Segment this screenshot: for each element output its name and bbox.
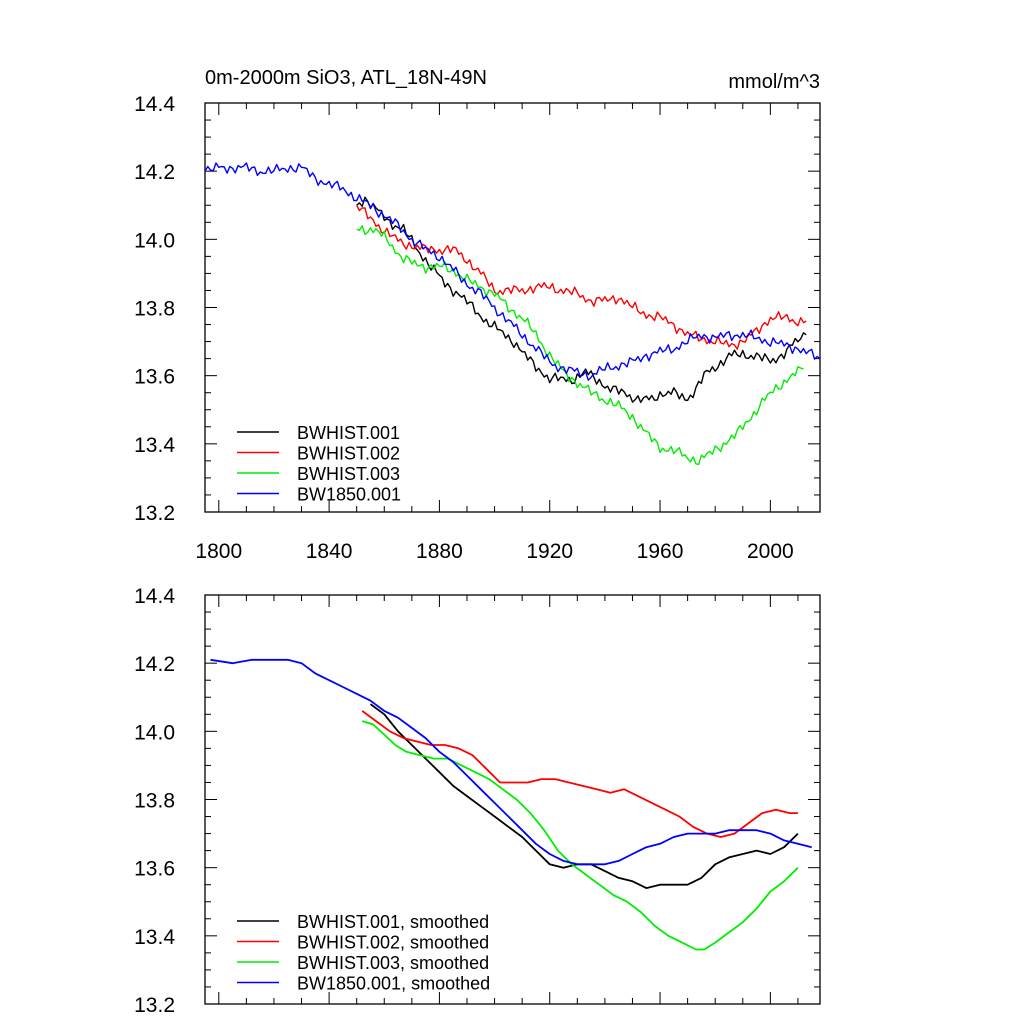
y-tick-label: 13.2 xyxy=(134,502,175,525)
y-tick-label: 13.8 xyxy=(134,298,175,321)
bottom-panel-smoothed: 13.2 13.4 13.6 13.8 14.0 14.2 14.4 BWHIST.001, … xyxy=(134,585,821,1017)
y-tick-label: 13.6 xyxy=(134,366,175,389)
y-tick-label: 13.8 xyxy=(134,790,175,813)
legend-label: BWHIST.003 xyxy=(297,464,400,484)
chart-title: 0m-2000m SiO3, ATL_18N-49N xyxy=(205,67,487,89)
legend-label: BWHIST.001 xyxy=(297,423,400,443)
y-tick-label: 14.0 xyxy=(134,229,175,252)
y-tick-label: 14.2 xyxy=(134,161,175,184)
series-line xyxy=(361,720,799,951)
series-line xyxy=(356,196,807,404)
y-tick-label: 14.4 xyxy=(134,93,175,116)
y-tick-label: 13.2 xyxy=(134,994,175,1017)
legend-label: BW1850.001, smoothed xyxy=(297,974,490,994)
y-tick-label: 13.4 xyxy=(134,926,175,949)
legend-label: BWHIST.002, smoothed xyxy=(297,933,489,953)
series-line xyxy=(356,225,804,466)
y-tick-label: 14.2 xyxy=(134,653,175,676)
x-tick-label: 1840 xyxy=(306,540,353,563)
x-tick-label: 2000 xyxy=(747,540,794,563)
units-label: mmol/m^3 xyxy=(728,71,820,93)
series-line xyxy=(361,710,798,838)
y-tick-label: 13.4 xyxy=(134,434,175,457)
series-line xyxy=(210,658,812,866)
series-line xyxy=(369,703,799,889)
y-tick-label: 13.6 xyxy=(134,858,175,881)
series-line xyxy=(356,204,807,350)
legend-label: BWHIST.001, smoothed xyxy=(297,912,489,932)
y-tick-label: 14.4 xyxy=(134,585,175,608)
x-tick-label: 1920 xyxy=(526,540,573,563)
y-tick-label: 14.0 xyxy=(134,721,175,744)
legend-label: BW1850.001 xyxy=(297,485,401,505)
x-tick-label: 1800 xyxy=(195,540,242,563)
x-tick-label: 1960 xyxy=(637,540,684,563)
top-panel-raw: 13.2 13.4 13.6 13.8 14.0 14.2 14.4 1800 1840 1880… xyxy=(134,93,821,563)
legend-label: BWHIST.002 xyxy=(297,444,400,464)
series-line xyxy=(204,162,821,381)
legend-label: BWHIST.003, smoothed xyxy=(297,953,489,973)
x-tick-label: 1880 xyxy=(416,540,463,563)
